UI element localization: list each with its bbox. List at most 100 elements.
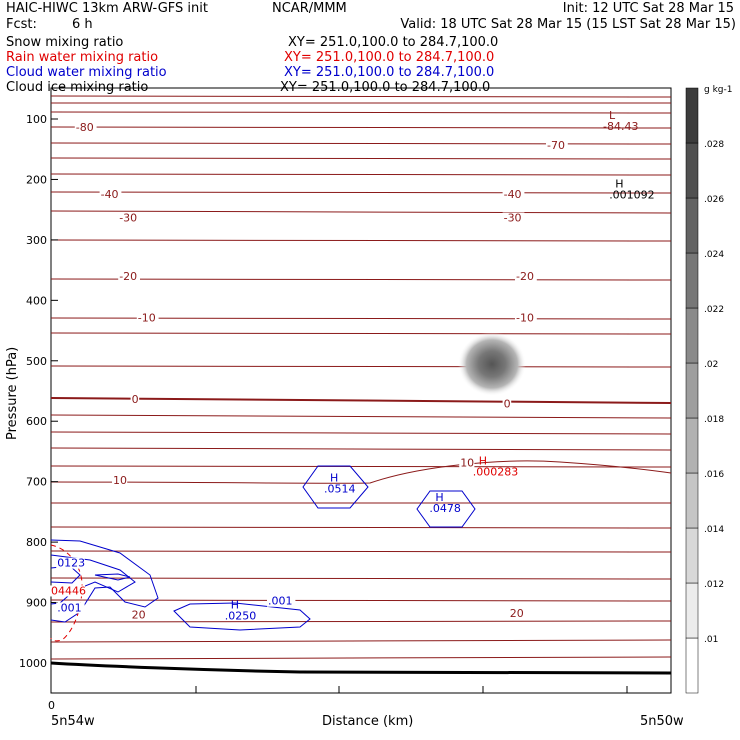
extremum-value: .0478 xyxy=(429,502,461,515)
org-label: NCAR/MMM xyxy=(272,1,347,16)
isotherm-line xyxy=(50,278,672,281)
y-tick-label: 1000 xyxy=(19,657,47,670)
fcst-label: Fcst: xyxy=(6,17,37,32)
isotherm-line xyxy=(50,639,672,643)
field-snow: Snow mixing ratio xyxy=(6,35,124,50)
y-tick-label: 800 xyxy=(26,536,47,549)
isotherm-line xyxy=(50,173,672,176)
isotherm-label-bg xyxy=(118,271,140,283)
colorbar-tick-label: .026 xyxy=(704,195,724,205)
y-tick-label: 300 xyxy=(26,234,47,247)
snow-maximum-shading xyxy=(458,332,526,396)
isotherm-label: 10 xyxy=(113,474,127,487)
isotherm-line xyxy=(50,414,672,419)
colorbar-tick-label: .02 xyxy=(704,360,718,370)
valid-time: Valid: 18 UTC Sat 28 Mar 15 (15 LST Sat … xyxy=(400,17,736,32)
isotherm-line xyxy=(50,431,672,435)
colorbar-swatch xyxy=(685,142,699,199)
y-tick-label: 600 xyxy=(26,415,47,428)
surface-line xyxy=(50,661,672,675)
isotherm-line xyxy=(50,190,672,194)
cloud-water-contour xyxy=(416,490,476,528)
colorbar-swatch xyxy=(685,637,699,694)
y-tick-label: 400 xyxy=(26,294,47,307)
colorbar-swatch xyxy=(685,362,699,419)
isotherm-label: 20 xyxy=(510,607,524,620)
contour-value-label: 0123 xyxy=(57,557,85,570)
cloud-water-contour xyxy=(173,602,311,631)
colorbar-tick-label: .024 xyxy=(704,250,724,260)
cloud-water-contours xyxy=(50,465,476,631)
rain-water-contour xyxy=(50,544,83,642)
isotherm-label: -30 xyxy=(504,212,522,225)
extremum-mark: H xyxy=(435,491,443,504)
isotherm-label-bg xyxy=(74,121,97,133)
colorbar-tick-label: .012 xyxy=(704,580,724,590)
colorbar-swatch xyxy=(685,252,699,309)
field-cloudwater: Cloud water mixing ratio xyxy=(6,65,167,80)
contour-value-label: .001 xyxy=(57,601,81,614)
colorbar-tick-label: .018 xyxy=(704,415,724,425)
init-time: Init: 12 UTC Sat 28 Mar 15 xyxy=(562,1,734,16)
isotherm-label-bg xyxy=(515,312,537,324)
isotherm-label-bg xyxy=(99,188,122,200)
colorbar-swatch xyxy=(685,472,699,529)
isotherm-label-bg xyxy=(502,188,525,200)
isotherm-line xyxy=(50,550,672,553)
isotherm-label: -20 xyxy=(516,270,534,283)
isotherm-line xyxy=(50,577,672,580)
chart-title: HAIC-HIWC 13km ARW-GFS init xyxy=(6,1,208,16)
isotherm-label-bg xyxy=(508,607,524,619)
isotherm-line xyxy=(50,460,672,484)
field-cloudwater-xy: XY= 251.0,100.0 to 284.7,100.0 xyxy=(284,65,495,80)
isotherm-label-bg xyxy=(118,212,140,224)
isotherm-line xyxy=(50,447,672,451)
cloud-water-contour xyxy=(302,465,369,509)
extremum-value: .0250 xyxy=(225,610,256,623)
contour-value-label: .001 xyxy=(268,595,293,608)
isotherm-line xyxy=(50,239,672,242)
colorbar-swatch xyxy=(685,582,699,639)
x-endpoint-left: 5n54w xyxy=(51,714,95,729)
isotherm-label-bg xyxy=(136,312,159,324)
fcst-value: 6 h xyxy=(72,17,93,32)
temperature-contours xyxy=(50,95,672,675)
colorbar: .01 .012 .014 .016 .018 .02 .022 .024 .026 .028 xyxy=(685,87,724,694)
extremum-mark: H xyxy=(330,472,338,485)
extremum-value: .0514 xyxy=(324,483,356,496)
isotherm-label: -10 xyxy=(516,311,534,324)
y-tick-label: 900 xyxy=(26,597,47,610)
isotherm-label: -10 xyxy=(138,311,156,324)
colorbar-tick-label: .014 xyxy=(704,525,724,535)
isotherm-line xyxy=(50,95,672,98)
isotherm-line xyxy=(50,142,672,145)
isotherm-label-bg xyxy=(502,398,512,410)
y-axis: 100 200 300 400 500 600 700 800 900 1000 xyxy=(19,113,58,670)
isotherm-line xyxy=(50,465,672,468)
y-tick-label: 100 xyxy=(26,113,47,126)
contour-value-label-bg xyxy=(267,595,296,607)
isotherm-label: -20 xyxy=(119,270,137,283)
isotherm-line xyxy=(50,332,672,335)
isotherm-line xyxy=(50,526,672,529)
isotherm-label: 0 xyxy=(504,398,511,411)
isotherm-label: -40 xyxy=(504,188,522,201)
y-axis-title: Pressure (hPa) xyxy=(5,347,20,440)
isotherm-line xyxy=(50,365,672,368)
contour-value-label-bg xyxy=(50,585,85,597)
extremum-mark: H xyxy=(615,177,623,190)
colorbar-swatch xyxy=(685,197,699,254)
isotherm-label: -40 xyxy=(101,188,119,201)
extremum-value: .001092 xyxy=(609,188,655,201)
field-rain-xy: XY= 251.0,100.0 to 284.7,100.0 xyxy=(284,50,495,65)
colorbar-tick-label: .016 xyxy=(704,470,724,480)
colorbar-tick-label: .01 xyxy=(704,635,718,645)
x-axis-title: Distance (km) xyxy=(322,714,413,729)
extremum-value: -84.43 xyxy=(603,120,638,133)
isotherm-line xyxy=(50,656,672,660)
extremum-mark: H xyxy=(479,455,487,468)
isotherm-label: -70 xyxy=(547,139,565,152)
colorbar-unit: g kg-1 xyxy=(704,85,732,95)
